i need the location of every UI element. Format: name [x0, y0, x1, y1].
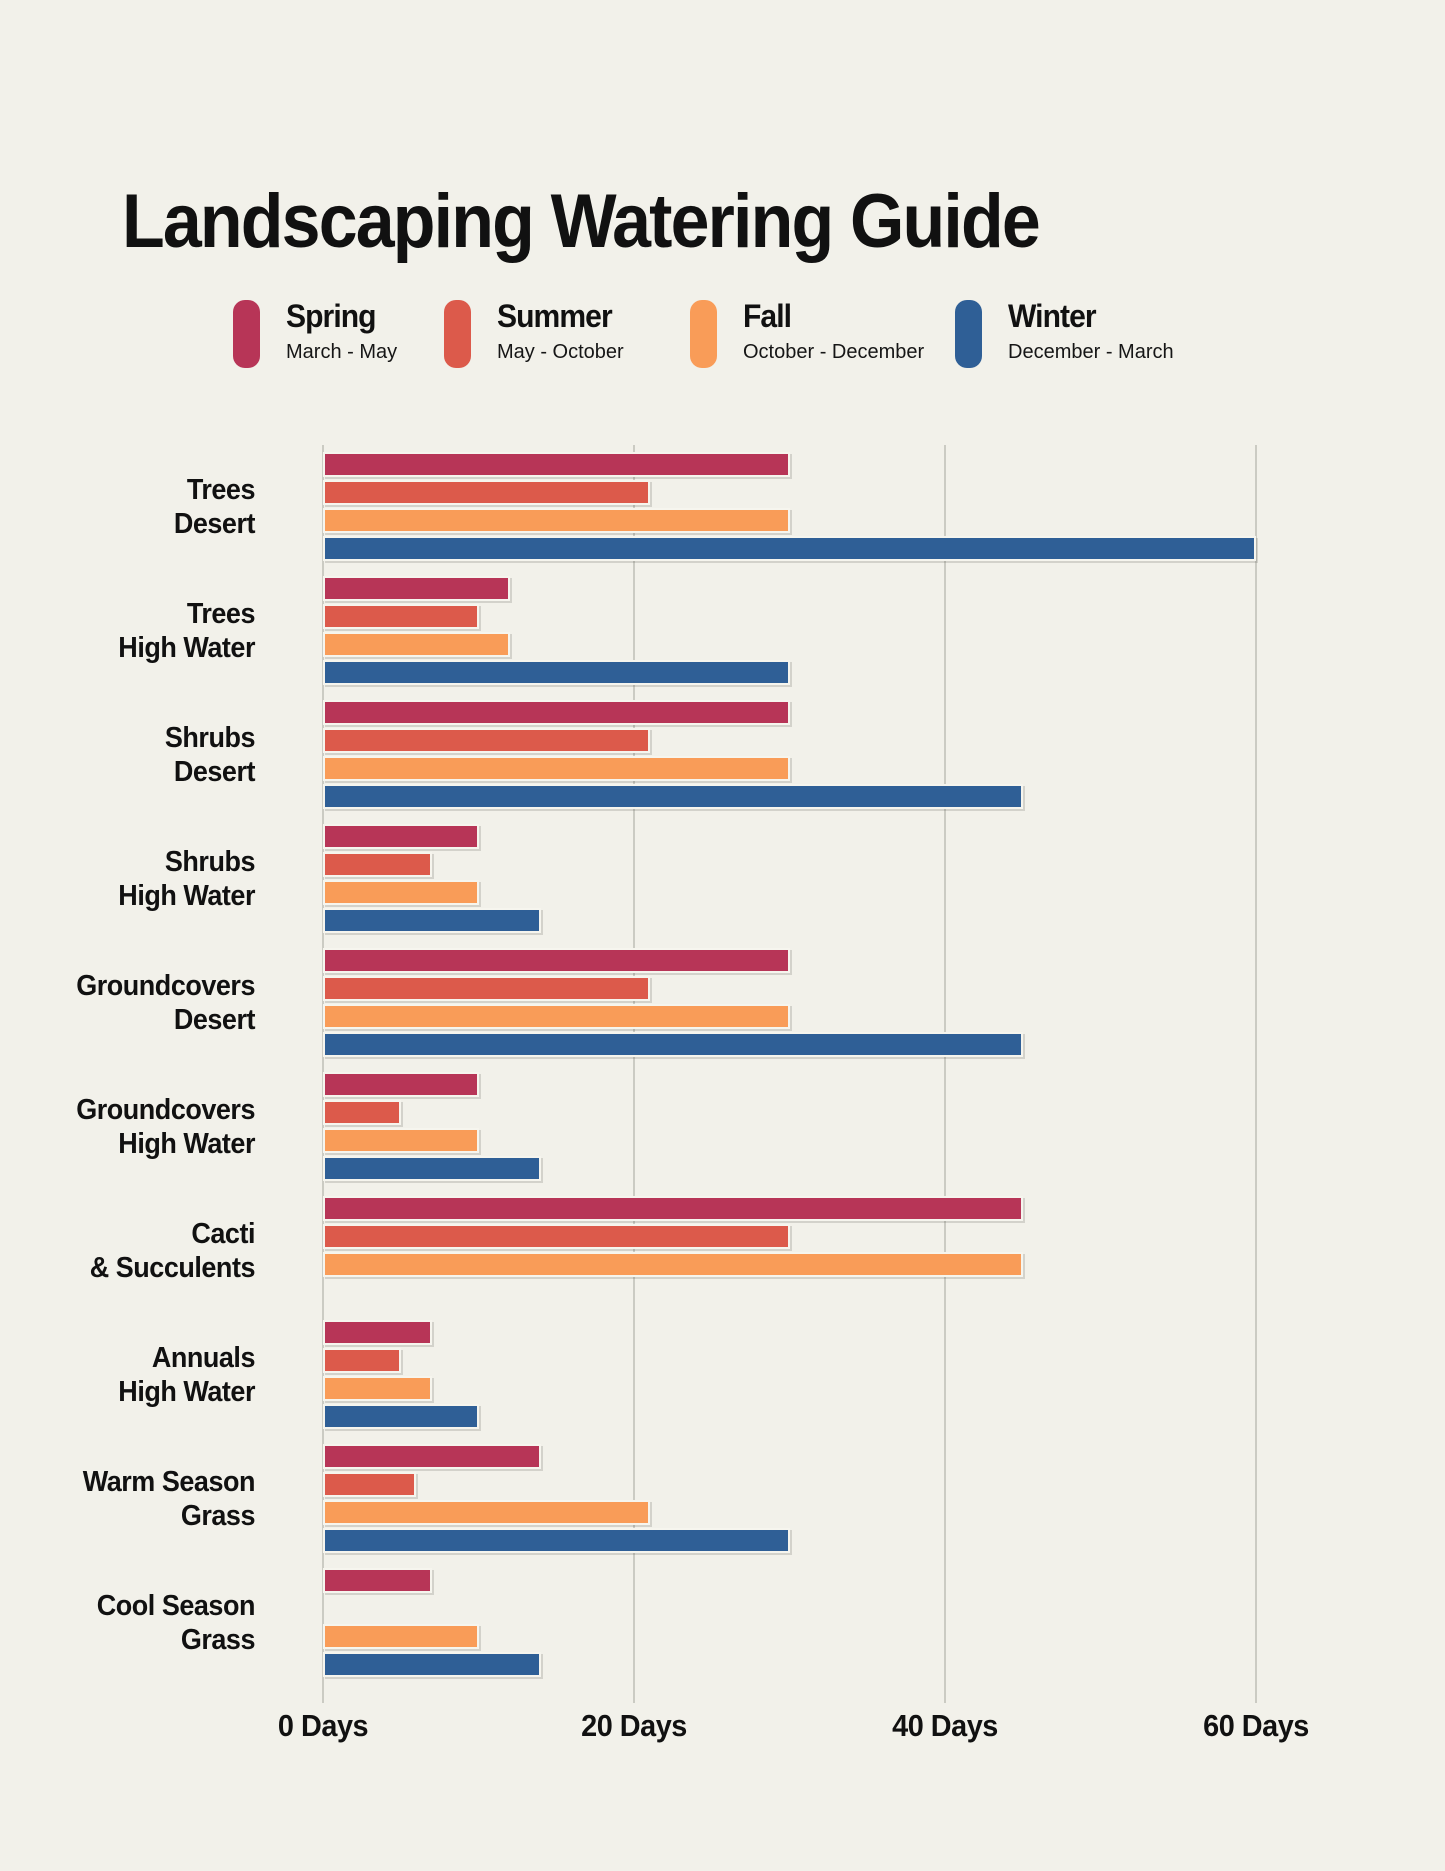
category-label-line1: Groundcovers — [76, 970, 255, 1002]
legend-text: Summer May - October — [497, 298, 624, 364]
bar-summer-shrubs-desert — [323, 728, 650, 753]
bar-fall-trees-desert — [323, 508, 790, 533]
bar-winter-groundcovers-high-water — [323, 1156, 541, 1181]
category-label-6: Cacti & Succulents — [18, 1217, 256, 1285]
bar-spring-shrubs-high-water — [323, 824, 479, 849]
bar-winter-trees-desert — [323, 536, 1256, 561]
legend-label-fall: Fall — [743, 298, 792, 334]
category-label-8: Warm Season Grass — [18, 1465, 256, 1533]
category-label-3: Shrubs High Water — [18, 845, 255, 913]
bar-fall-trees-high-water — [323, 632, 510, 657]
gridline-40-days — [944, 445, 946, 1703]
category-label-9: Cool Season Grass — [18, 1589, 256, 1657]
category-label-line2: High Water — [118, 880, 255, 912]
bar-spring-trees-high-water — [323, 576, 510, 601]
bar-summer-annuals-high-water — [323, 1348, 401, 1373]
bar-fall-groundcovers-desert — [323, 1004, 790, 1029]
legend-label-summer: Summer — [497, 298, 613, 334]
legend-range-fall: October - December — [743, 340, 925, 363]
bar-spring-shrubs-desert — [323, 700, 790, 725]
category-label-line1: Annuals — [151, 1342, 256, 1374]
category-label-line1: Warm Season — [82, 1466, 256, 1498]
category-label-1: Trees High Water — [18, 597, 255, 665]
bar-fall-cool-season-grass — [323, 1624, 479, 1649]
category-label-line2: High Water — [118, 1376, 255, 1408]
fall-swatch — [690, 300, 717, 368]
bar-fall-cacti--succulents — [323, 1252, 1023, 1277]
category-label-line1: Cool Season — [96, 1590, 256, 1622]
legend-item-spring: Spring March - May — [233, 298, 398, 368]
legend-range-winter: December - March — [1008, 340, 1174, 363]
category-label-line2: Grass — [180, 1500, 256, 1532]
bar-spring-cool-season-grass — [323, 1568, 432, 1593]
bar-summer-cacti--succulents — [323, 1224, 790, 1249]
bar-summer-groundcovers-high-water — [323, 1100, 401, 1125]
category-label-line1: Trees — [186, 474, 256, 506]
bar-fall-annuals-high-water — [323, 1376, 432, 1401]
category-label-2: Shrubs Desert — [18, 721, 256, 789]
legend: Spring March - May Summer May - October Fall… — [0, 298, 1445, 390]
x-tick-label-40: 40 Days — [892, 1708, 998, 1743]
x-tick-label-20: 20 Days — [581, 1708, 687, 1743]
x-tick-label-60: 60 Days — [1203, 1708, 1309, 1743]
bar-spring-annuals-high-water — [323, 1320, 432, 1345]
bar-winter-trees-high-water — [323, 660, 790, 685]
legend-label-winter: Winter — [1008, 298, 1097, 334]
gridline-60-days — [1255, 445, 1257, 1703]
category-label-line2: Grass — [180, 1624, 256, 1656]
bar-winter-cool-season-grass — [323, 1652, 541, 1677]
legend-range-spring: March - May — [286, 340, 398, 363]
bar-fall-shrubs-high-water — [323, 880, 479, 905]
bar-summer-trees-desert — [323, 480, 650, 505]
bar-summer-shrubs-high-water — [323, 852, 432, 877]
category-label-0: Trees Desert — [18, 473, 256, 541]
category-label-line1: Shrubs — [164, 722, 256, 754]
bar-fall-warm-season-grass — [323, 1500, 650, 1525]
category-label-4: Groundcovers Desert — [18, 969, 255, 1037]
bar-fall-groundcovers-high-water — [323, 1128, 479, 1153]
legend-item-summer: Summer May - October — [444, 298, 624, 368]
bar-spring-warm-season-grass — [323, 1444, 541, 1469]
bar-winter-groundcovers-desert — [323, 1032, 1023, 1057]
legend-label-spring: Spring — [286, 298, 377, 334]
bar-fall-shrubs-desert — [323, 756, 790, 781]
spring-swatch — [233, 300, 260, 368]
x-tick-label-0: 0 Days — [277, 1708, 369, 1743]
legend-text: Winter December - March — [1008, 298, 1174, 364]
bar-winter-annuals-high-water — [323, 1404, 479, 1429]
legend-text: Fall October - December — [743, 298, 925, 364]
category-label-line1: Groundcovers — [76, 1094, 255, 1126]
gridline-20-days — [633, 445, 635, 1703]
category-label-line2: & Succulents — [89, 1252, 256, 1284]
legend-range-summer: May - October — [497, 340, 624, 363]
bar-winter-warm-season-grass — [323, 1528, 790, 1553]
legend-text: Spring March - May — [286, 298, 398, 364]
bar-winter-shrubs-desert — [323, 784, 1023, 809]
winter-swatch — [955, 300, 982, 368]
bar-spring-trees-desert — [323, 452, 790, 477]
bar-summer-warm-season-grass — [323, 1472, 417, 1497]
category-label-5: Groundcovers High Water — [18, 1093, 255, 1161]
bar-spring-groundcovers-high-water — [323, 1072, 479, 1097]
bar-winter-shrubs-high-water — [323, 908, 541, 933]
category-label-7: Annuals High Water — [18, 1341, 255, 1409]
category-label-line2: High Water — [118, 1128, 255, 1160]
legend-item-winter: Winter December - March — [955, 298, 1174, 368]
bar-summer-groundcovers-desert — [323, 976, 650, 1001]
category-label-line2: Desert — [173, 756, 256, 788]
summer-swatch — [444, 300, 471, 368]
chart-title: Landscaping Watering Guide — [122, 179, 1041, 264]
category-label-line1: Cacti — [191, 1218, 255, 1250]
bar-spring-groundcovers-desert — [323, 948, 790, 973]
category-label-line2: Desert — [173, 1004, 256, 1036]
category-label-line2: High Water — [118, 632, 255, 664]
legend-item-fall: Fall October - December — [690, 298, 925, 368]
bar-summer-trees-high-water — [323, 604, 479, 629]
category-label-line2: Desert — [173, 508, 256, 540]
category-label-line1: Shrubs — [164, 846, 256, 878]
bar-spring-cacti--succulents — [323, 1196, 1023, 1221]
category-label-line1: Trees — [186, 598, 256, 630]
